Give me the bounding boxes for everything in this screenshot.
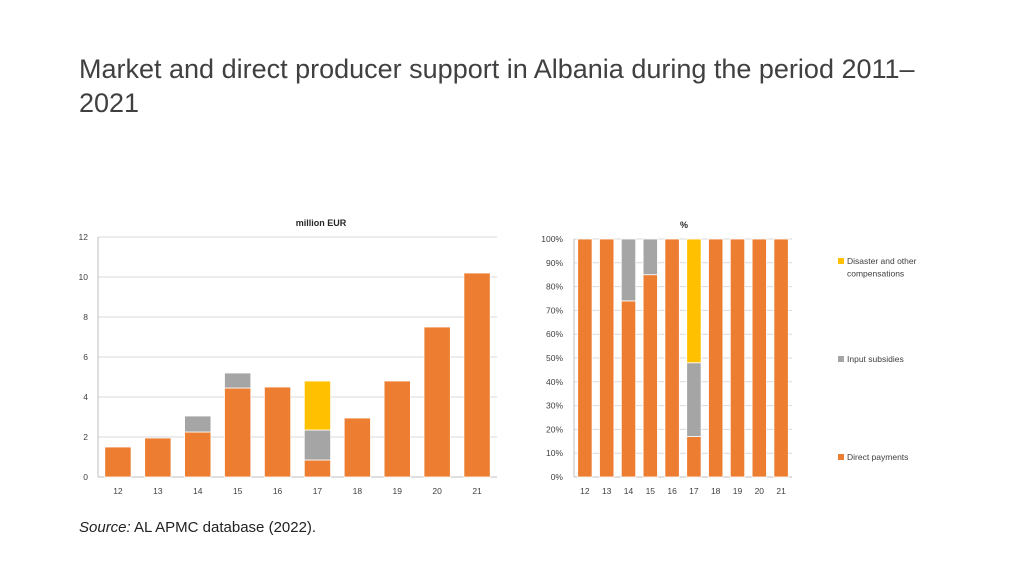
x-tick-label: 18 [353, 486, 363, 496]
y-tick-label: 0 [83, 472, 88, 482]
bar-segment-disaster [686, 238, 702, 364]
y-tick-label: 70% [546, 305, 563, 315]
x-tick-label: 21 [776, 486, 786, 496]
bar-segment-direct-payments [343, 417, 371, 478]
y-tick-label: 60% [546, 329, 563, 339]
source-text: AL APMC database (2022). [134, 519, 317, 536]
x-tick-label: 17 [313, 486, 323, 496]
legend-item-disaster: Disaster and other compensations [838, 256, 917, 279]
bar-segment-input-subsidies [184, 415, 212, 433]
y-tick-label: 20% [546, 424, 563, 434]
x-tick-label: 16 [273, 486, 283, 496]
y-tick-label: 100% [541, 234, 563, 244]
legend-label: Direct payments [847, 452, 908, 462]
bar-segment-direct-payments [729, 238, 746, 478]
x-tick-label: 14 [193, 486, 203, 496]
bar-segment-input-subsidies [224, 372, 252, 389]
x-tick-label: 12 [580, 486, 590, 496]
bar-segment-direct-payments [104, 446, 132, 478]
x-tick-label: 21 [472, 486, 482, 496]
bar-segment-direct-payments [184, 431, 212, 478]
bar-segment-direct-payments [642, 274, 658, 478]
bar-segment-direct-payments [708, 238, 724, 478]
chart-title: million EUR [296, 218, 347, 228]
y-tick-label: 10% [546, 448, 563, 458]
bar-segment-input-subsidies [303, 429, 332, 461]
x-tick-label: 13 [153, 486, 163, 496]
x-tick-label: 19 [393, 486, 403, 496]
legend-swatch [838, 454, 844, 460]
bar-segment-direct-payments [423, 326, 451, 478]
source-note: Source: AL APMC database (2022). [79, 519, 316, 536]
y-tick-label: 50% [546, 353, 563, 363]
bar-segment-direct-payments [263, 386, 292, 478]
bar-segment-input-subsidies [642, 238, 658, 276]
y-tick-label: 40% [546, 377, 563, 387]
bar-segment-direct-payments [224, 387, 252, 478]
slide-title: Market and direct producer support in Al… [79, 54, 915, 118]
bar-segment-direct-payments [751, 238, 767, 478]
y-tick-label: 80% [546, 282, 563, 292]
y-tick-label: 2 [83, 432, 88, 442]
x-tick-label: 18 [711, 486, 721, 496]
bar-segment-input-subsidies [620, 238, 637, 302]
bar-segment-direct-payments [620, 300, 637, 478]
y-tick-label: 10 [79, 272, 89, 282]
y-tick-label: 12 [79, 232, 89, 242]
bar-segment-direct-payments [686, 436, 702, 478]
bar-segment-direct-payments [383, 380, 411, 478]
bar-segment-direct-payments [577, 238, 593, 478]
y-tick-label: 8 [83, 312, 88, 322]
bar-segment-direct-payments [773, 238, 789, 478]
x-tick-label: 16 [667, 486, 677, 496]
bar-segment-direct-payments [599, 238, 615, 478]
y-tick-label: 30% [546, 401, 563, 411]
x-tick-label: 19 [733, 486, 743, 496]
x-tick-label: 14 [624, 486, 634, 496]
chart-million-eur: million EUR 0 2 4 6 8 10 12 12 13 14 15 16 17 18 19 20 21 [79, 218, 497, 496]
y-tick-label: 6 [83, 352, 88, 362]
legend-label: Disaster and other [847, 256, 917, 266]
y-tick-label: 4 [83, 392, 88, 402]
legend-label: Input subsidies [847, 354, 904, 364]
x-tick-label: 20 [755, 486, 765, 496]
x-tick-label: 13 [602, 486, 612, 496]
bar-segment-direct-payments [144, 437, 172, 478]
bar-segment-direct-payments [303, 459, 332, 478]
bar-segment-disaster [303, 380, 332, 431]
x-tick-label: 20 [432, 486, 442, 496]
x-tick-label: 15 [646, 486, 656, 496]
y-tick-label: 90% [546, 258, 563, 268]
y-tick-label: 0% [551, 472, 564, 482]
bar-segment-direct-payments [463, 272, 491, 478]
chart-percent: % 0% 10% 20% 30% 40% 50% 60% 70% 80% 90% 100% 12 13 14… [541, 220, 792, 496]
bar-segment-direct-payments [664, 238, 680, 478]
legend-item-direct-payments: Direct payments [838, 452, 908, 462]
x-tick-label: 17 [689, 486, 699, 496]
x-tick-label: 12 [113, 486, 123, 496]
legend-label: compensations [847, 269, 904, 279]
legend-swatch [838, 258, 844, 264]
legend-swatch [838, 356, 844, 362]
bar-segment-input-subsidies [686, 362, 702, 437]
x-tick-label: 15 [233, 486, 243, 496]
source-label: Source: [79, 519, 131, 536]
chart-legend: Disaster and other compensations Input sub… [838, 256, 917, 462]
chart-title: % [680, 220, 688, 230]
legend-item-input-subsidies: Input subsidies [838, 354, 904, 364]
